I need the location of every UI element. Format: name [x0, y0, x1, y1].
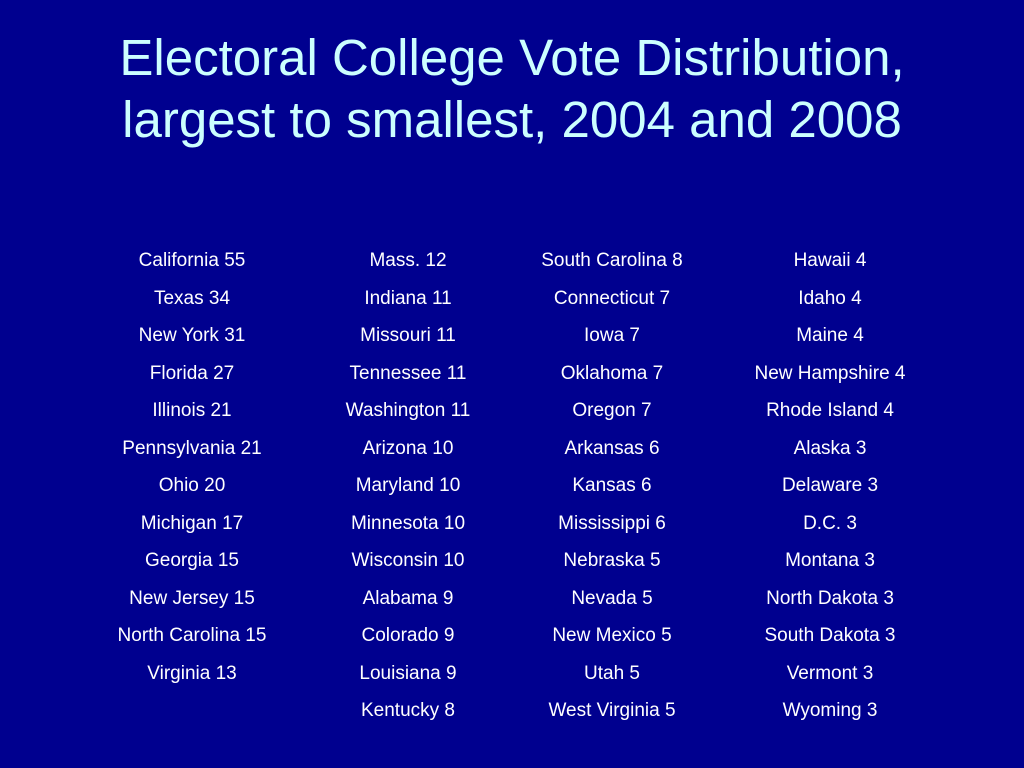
state-vote-entry: Nebraska 5: [563, 550, 661, 571]
state-vote-entry: North Dakota 3: [766, 587, 894, 609]
state-vote-entry: New Hampshire 4: [754, 362, 906, 384]
state-vote-entry: Missouri 11: [360, 325, 456, 346]
state-vote-entry: Connecticut 7: [553, 287, 671, 309]
state-vote-entry: Wyoming 3: [782, 700, 878, 721]
state-vote-entry: Mississippi 6: [558, 512, 666, 534]
state-vote-entry: Mass. 12: [369, 250, 447, 271]
state-vote-entry: Wisconsin 10: [351, 550, 465, 571]
state-vote-entry: Kentucky 8: [361, 700, 455, 721]
state-vote-entry: Kansas 6: [572, 475, 652, 496]
state-vote-entry: Vermont 3: [786, 662, 874, 684]
state-vote-entry: Maine 4: [796, 325, 864, 346]
state-column-3: South Carolina 8 Connecticut 7 Iowa 7 Oklah…: [502, 242, 722, 730]
title-line-1: Electoral College Vote Distribution,: [119, 29, 905, 86]
state-vote-entry: Ohio 20: [158, 475, 226, 496]
state-vote-entry: Hawaii 4: [793, 250, 867, 271]
state-vote-entry: Virginia 13: [147, 662, 237, 684]
state-vote-entry: Rhode Island 4: [766, 400, 894, 421]
state-vote-entry: Iowa 7: [584, 325, 640, 346]
state-vote-entry: South Carolina 8: [541, 250, 683, 271]
state-vote-entry: Georgia 15: [144, 550, 239, 571]
state-vote-entry: Delaware 3: [781, 475, 879, 496]
state-vote-entry: D.C. 3: [803, 512, 857, 534]
state-vote-entry: Florida 27: [149, 362, 235, 384]
state-vote-entry: New York 31: [138, 325, 246, 346]
state-vote-entry: Pennsylvania 21: [122, 437, 262, 459]
state-vote-entry: North Carolina 15: [117, 625, 267, 646]
state-vote-entry: Illinois 21: [152, 400, 232, 421]
state-vote-entry: California 55: [138, 250, 246, 271]
state-vote-entry: Maryland 10: [355, 475, 461, 496]
state-vote-entry: Oregon 7: [572, 400, 652, 421]
state-column-2: Mass. 12 Indiana 11 Missouri 11 Tennessee 1…: [298, 242, 518, 730]
state-vote-entry: New Mexico 5: [552, 625, 672, 646]
state-vote-entry: Indiana 11: [364, 287, 452, 309]
state-vote-entry: Montana 3: [785, 550, 875, 571]
state-vote-entry: Oklahoma 7: [560, 362, 664, 384]
state-vote-entry: Alaska 3: [793, 437, 867, 459]
state-vote-entry: Arizona 10: [362, 437, 454, 459]
slide-title: Electoral College Vote Distribution, lar…: [0, 27, 1024, 151]
state-vote-entry: Texas 34: [153, 287, 231, 309]
state-vote-entry: Washington 11: [345, 400, 471, 421]
state-vote-entry: New Jersey 15: [129, 587, 255, 609]
state-vote-entry: Michigan 17: [140, 512, 244, 534]
state-vote-entry: Minnesota 10: [350, 512, 466, 534]
state-vote-entry: West Virginia 5: [548, 700, 676, 721]
state-vote-entry: Nevada 5: [571, 587, 653, 609]
state-vote-entry: Tennessee 11: [349, 362, 467, 384]
state-vote-entry: Alabama 9: [362, 587, 454, 609]
title-line-2: largest to smallest, 2004 and 2008: [122, 91, 902, 148]
state-vote-entry: Arkansas 6: [564, 437, 660, 459]
state-vote-entry: Utah 5: [584, 662, 640, 684]
state-vote-entry: Louisiana 9: [359, 662, 457, 684]
state-vote-entry: South Dakota 3: [764, 625, 896, 646]
state-vote-entry: Idaho 4: [798, 287, 862, 309]
state-vote-entry: Colorado 9: [361, 625, 455, 646]
state-column-1: California 55 Texas 34 New York 31 Florida …: [82, 242, 302, 692]
state-column-4: Hawaii 4 Idaho 4 Maine 4 New Hampshire 4 Rho…: [720, 242, 940, 730]
